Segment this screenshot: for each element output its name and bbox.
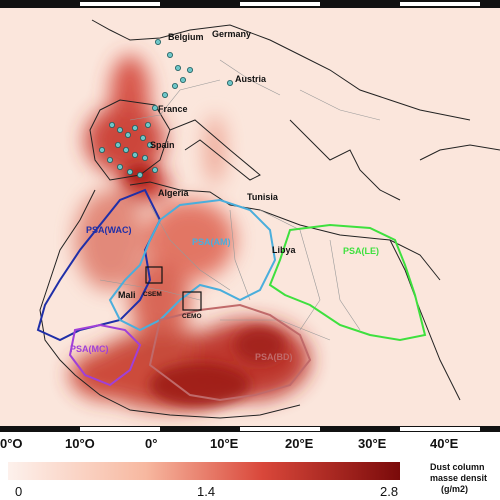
label-austria: Austria <box>235 74 267 84</box>
label-algeria: Algeria <box>158 188 190 198</box>
colorbar-title-line2: masse densit <box>430 473 487 483</box>
lon-tick-label: 40°E <box>430 436 459 451</box>
lon-tick-label: 20°E <box>285 436 314 451</box>
colorbar-max-label: 2.8 <box>380 484 398 499</box>
label-tunisia: Tunisia <box>247 192 279 202</box>
cemo-site-box <box>182 291 202 311</box>
label-spain: Spain <box>150 140 175 150</box>
csem-site-box <box>145 266 163 284</box>
label-france: France <box>158 104 188 114</box>
label-region-wac: PSA(WAC) <box>86 225 132 235</box>
colorbar <box>8 462 400 480</box>
region-wac-outline <box>36 188 162 342</box>
label-region-bd: PSA(BD) <box>255 352 293 362</box>
coastlines <box>39 19 500 419</box>
label-csem: CSEM <box>143 291 162 298</box>
label-belgium: Belgium <box>168 32 204 42</box>
frame-top <box>0 0 500 8</box>
observation-sites <box>99 39 233 178</box>
label-region-mc: PSA(MC) <box>70 344 109 354</box>
psa-regions <box>36 188 427 402</box>
region-bd-outline <box>148 303 312 402</box>
colorbar-title-line1: Dust column <box>430 462 485 472</box>
label-germany: Germany <box>212 29 251 39</box>
colorbar-mid-label: 1.4 <box>197 484 215 499</box>
country-borders <box>99 59 381 341</box>
frame-bottom <box>0 426 500 432</box>
label-region-le: PSA(LE) <box>343 246 379 256</box>
lon-tick-label: 10°O <box>65 436 95 451</box>
label-region-am: PSA(AM) <box>192 237 231 247</box>
colorbar-unit: (g/m2) <box>441 484 468 494</box>
label-cemo: CEMO <box>182 313 202 320</box>
lon-tick-label: 10°E <box>210 436 239 451</box>
region-am-outline <box>108 198 277 332</box>
region-le-outline <box>268 223 427 342</box>
colorbar-min-label: 0 <box>15 484 22 499</box>
region-mc-outline <box>68 323 142 387</box>
lon-tick-label: 30°E <box>358 436 387 451</box>
label-mali: Mali <box>118 290 136 300</box>
lon-tick-label: 0° <box>145 436 157 451</box>
label-libya: Libya <box>272 245 297 255</box>
lon-tick-label: 0°O <box>0 436 23 451</box>
